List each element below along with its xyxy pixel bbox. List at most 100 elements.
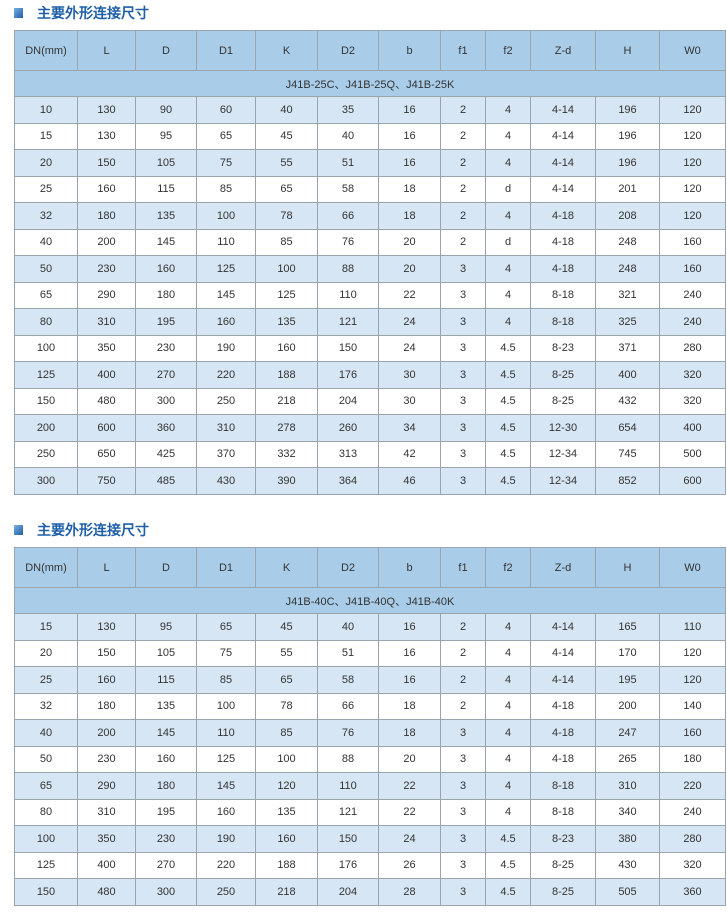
table-cell: 8-25 bbox=[530, 387, 596, 415]
table-cell: 88 bbox=[317, 745, 379, 773]
table-row: 200 600 360 310 278 260 34 3 4.5 12-30 654 400 bbox=[14, 414, 726, 442]
table-cell: 371 bbox=[595, 334, 660, 362]
table-cell: 4-14 bbox=[530, 666, 596, 694]
table-cell: 76 bbox=[317, 228, 379, 256]
table-cell: 150 bbox=[77, 639, 136, 667]
model-label: J41B-40C、J41B-40Q、J41B-40K bbox=[14, 587, 726, 614]
table-cell: 190 bbox=[196, 825, 256, 853]
column-header: D bbox=[135, 30, 197, 71]
table-cell: 360 bbox=[135, 414, 197, 442]
model-label: J41B-25C、J41B-25Q、J41B-25K bbox=[14, 70, 726, 97]
table-cell: 110 bbox=[659, 613, 726, 641]
table-cell: 248 bbox=[595, 255, 660, 283]
table-cell: 218 bbox=[255, 878, 318, 906]
table-cell: 600 bbox=[659, 467, 726, 495]
table-cell: 40 bbox=[317, 122, 379, 150]
table-cell: 150 bbox=[14, 878, 78, 906]
table-cell: 400 bbox=[659, 414, 726, 442]
table-cell: 120 bbox=[659, 122, 726, 150]
table-cell: 110 bbox=[317, 772, 379, 800]
column-header: f1 bbox=[440, 30, 486, 71]
table-cell: 100 bbox=[255, 745, 318, 773]
table-cell: 4 bbox=[485, 692, 531, 720]
table-cell: 160 bbox=[255, 825, 318, 853]
table-cell: 18 bbox=[378, 692, 441, 720]
table-row: 300 750 485 430 390 364 46 3 4.5 12-34 852 600 bbox=[14, 467, 726, 495]
table-cell: 320 bbox=[659, 361, 726, 389]
table-cell: 2 bbox=[440, 202, 486, 230]
table-cell: 50 bbox=[14, 255, 78, 283]
dimension-table-40: DN(mm) L D D1 K D2 b f1 f2 Z-d H W0 J41B-40C、J41B-40… bbox=[14, 547, 726, 906]
table-cell: 2 bbox=[440, 96, 486, 124]
table-cell: 135 bbox=[255, 798, 318, 826]
table-cell: 200 bbox=[77, 719, 136, 747]
table-row: 50 230 160 125 100 88 20 3 4 4-18 248 160 bbox=[14, 255, 726, 283]
table-cell: 350 bbox=[77, 334, 136, 362]
table-cell: 16 bbox=[378, 149, 441, 177]
column-header: W0 bbox=[659, 30, 726, 71]
table-cell: 18 bbox=[378, 719, 441, 747]
section-title: 主要外形连接尺寸 bbox=[14, 520, 149, 540]
table-cell: 188 bbox=[255, 361, 318, 389]
bullet-square-icon bbox=[14, 8, 23, 18]
table-cell: 125 bbox=[196, 745, 256, 773]
table-cell: 350 bbox=[77, 825, 136, 853]
table-cell: 4 bbox=[485, 613, 531, 641]
table-cell: 3 bbox=[440, 334, 486, 362]
table-cell: 480 bbox=[77, 387, 136, 415]
table-cell: 4-18 bbox=[530, 228, 596, 256]
table-cell: 425 bbox=[135, 440, 197, 468]
column-header: K bbox=[255, 30, 318, 71]
table-cell: 120 bbox=[659, 96, 726, 124]
table-cell: 10 bbox=[14, 96, 78, 124]
table-cell: 42 bbox=[378, 440, 441, 468]
table-cell: 4 bbox=[485, 96, 531, 124]
table-cell: 195 bbox=[595, 666, 660, 694]
table-cell: 4 bbox=[485, 149, 531, 177]
table-row: 50 230 160 125 100 88 20 3 4 4-18 265 180 bbox=[14, 745, 726, 773]
table-cell: 4-14 bbox=[530, 639, 596, 667]
table-cell: 24 bbox=[378, 334, 441, 362]
table-cell: 313 bbox=[317, 440, 379, 468]
model-row: J41B-40C、J41B-40Q、J41B-40K bbox=[14, 587, 726, 614]
table-cell: 65 bbox=[196, 122, 256, 150]
table-cell: 8-23 bbox=[530, 825, 596, 853]
table-cell: 180 bbox=[135, 281, 197, 309]
table-cell: 125 bbox=[14, 361, 78, 389]
section-title: 主要外形连接尺寸 bbox=[14, 3, 149, 23]
table-cell: 145 bbox=[135, 228, 197, 256]
table-cell: 22 bbox=[378, 798, 441, 826]
table-cell: 654 bbox=[595, 414, 660, 442]
column-header: D2 bbox=[317, 547, 379, 588]
table-cell: 15 bbox=[14, 613, 78, 641]
table-cell: 200 bbox=[77, 228, 136, 256]
table-cell: 4 bbox=[485, 308, 531, 336]
table-cell: 150 bbox=[317, 334, 379, 362]
table-row: 40 200 145 110 85 76 18 3 4 4-18 247 160 bbox=[14, 719, 726, 747]
table-cell: 4.5 bbox=[485, 440, 531, 468]
table-cell: 8-18 bbox=[530, 308, 596, 336]
table-cell: 201 bbox=[595, 175, 660, 203]
table-cell: 3 bbox=[440, 467, 486, 495]
table-cell: 750 bbox=[77, 467, 136, 495]
table-cell: 745 bbox=[595, 440, 660, 468]
table-cell: 270 bbox=[135, 851, 197, 879]
table-cell: 2 bbox=[440, 122, 486, 150]
table-row: 250 650 425 370 332 313 42 3 4.5 12-34 745 500 bbox=[14, 440, 726, 468]
table-cell: 250 bbox=[196, 878, 256, 906]
table-cell: 25 bbox=[14, 666, 78, 694]
table-cell: 4-18 bbox=[530, 745, 596, 773]
table-cell: 4.5 bbox=[485, 467, 531, 495]
table-cell: 30 bbox=[378, 361, 441, 389]
table-cell: 240 bbox=[659, 308, 726, 336]
table-cell: 121 bbox=[317, 798, 379, 826]
table-cell: 2 bbox=[440, 613, 486, 641]
table-cell: d bbox=[485, 175, 531, 203]
table-cell: 300 bbox=[135, 387, 197, 415]
table-cell: 135 bbox=[255, 308, 318, 336]
table-cell: 95 bbox=[135, 613, 197, 641]
table-cell: 150 bbox=[77, 149, 136, 177]
table-cell: 321 bbox=[595, 281, 660, 309]
table-cell: 4-18 bbox=[530, 255, 596, 283]
table-cell: 4-18 bbox=[530, 692, 596, 720]
